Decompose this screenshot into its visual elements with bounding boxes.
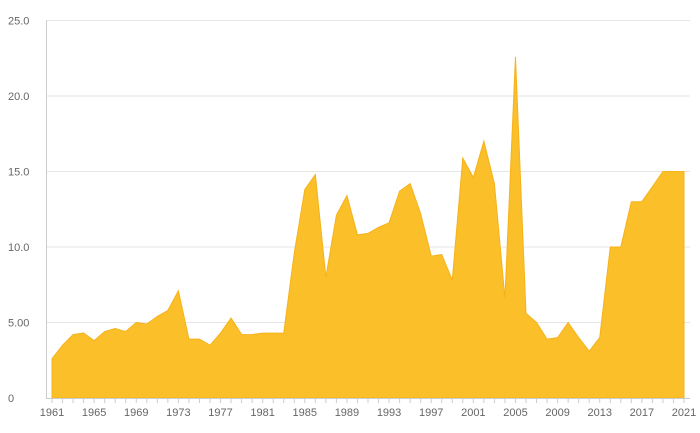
area-series bbox=[51, 56, 685, 399]
y-tick-label: 0 bbox=[8, 393, 14, 405]
x-tick-label: 2013 bbox=[587, 407, 611, 419]
x-tick-label: 1961 bbox=[40, 407, 64, 419]
x-tick-label: 2017 bbox=[630, 407, 654, 419]
gridlines bbox=[46, 20, 690, 323]
x-tick-label: 1969 bbox=[124, 407, 148, 419]
x-tick-label: 2001 bbox=[461, 407, 485, 419]
area-fill bbox=[51, 56, 685, 399]
x-tick-label: 1989 bbox=[335, 407, 359, 419]
x-tick-label: 1965 bbox=[82, 407, 106, 419]
x-tick-label: 1981 bbox=[250, 407, 274, 419]
x-tick-label: 1973 bbox=[166, 407, 190, 419]
x-axis bbox=[46, 20, 690, 403]
x-tick-label: 1977 bbox=[208, 407, 232, 419]
y-tick-label: 20.0 bbox=[8, 91, 29, 103]
x-tick-label: 1993 bbox=[377, 407, 401, 419]
x-axis-tick-labels: 1961 1965 1969 1973 1977 1981 1985 1989 1993 1997… bbox=[40, 407, 696, 419]
y-tick-label: 10.0 bbox=[8, 242, 29, 254]
x-tick-label: 2009 bbox=[545, 407, 569, 419]
x-tick-label: 1985 bbox=[293, 407, 317, 419]
x-tick-label: 2005 bbox=[503, 407, 527, 419]
y-tick-label: 15.0 bbox=[8, 167, 29, 179]
y-tick-label: 25.0 bbox=[8, 16, 29, 28]
y-tick-label: 5.00 bbox=[8, 318, 29, 330]
x-tick-label: 1997 bbox=[419, 407, 443, 419]
x-tick-label: 2021 bbox=[672, 407, 696, 419]
y-axis-tick-labels: 0 5.00 10.0 15.0 20.0 25.0 bbox=[8, 16, 29, 406]
